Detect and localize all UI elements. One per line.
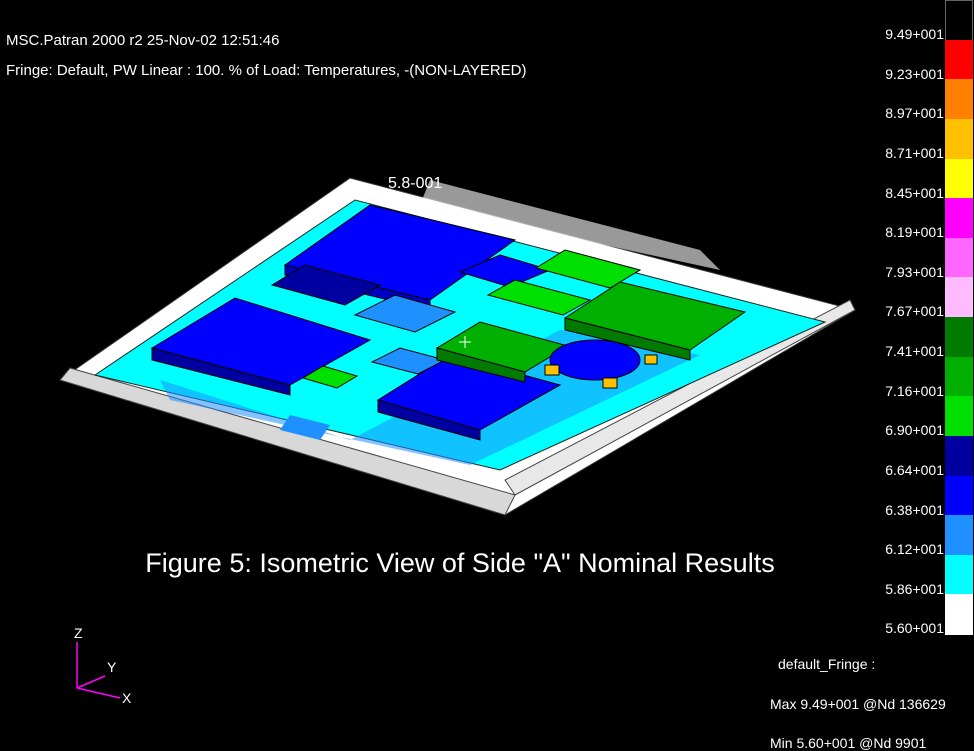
legend-swatch [945, 594, 973, 635]
component-dark-top [270, 264, 382, 306]
legend-swatch [945, 554, 973, 596]
legend-swatch [945, 515, 973, 556]
legend-swatch [945, 118, 973, 160]
component-green-right [563, 281, 747, 361]
component-green-center [435, 321, 570, 383]
component-large-left [150, 297, 372, 396]
legend-swatch [945, 277, 973, 318]
component-hotspot [544, 339, 658, 389]
fringe-description: Fringe: Default, PW Linear : 100. % of L… [6, 62, 527, 79]
axis-triad: Z Y X [74, 625, 132, 706]
legend-swatch [945, 79, 973, 120]
fringe-max: Max 9.49+001 @Nd 136629 [770, 696, 946, 712]
legend-swatch [945, 317, 973, 358]
component-mid-blocks [353, 254, 552, 375]
legend-swatch [945, 237, 973, 279]
y-axis-label: Y [107, 659, 117, 675]
z-axis-label: Z [74, 625, 83, 641]
legend-swatch [945, 158, 973, 200]
legend-swatch [945, 39, 973, 81]
model-label: 5.8-001 [388, 175, 442, 192]
legend-swatch [945, 198, 973, 239]
legend-swatch [945, 475, 973, 517]
legend-swatch [945, 435, 973, 477]
fringe-min: Min 5.60+001 @Nd 9901 [770, 735, 927, 751]
title-line: MSC.Patran 2000 r2 25-Nov-02 12:51:46 [6, 32, 280, 49]
figure-caption: Figure 5: Isometric View of Side "A" Nom… [145, 548, 775, 578]
legend-swatch [945, 0, 973, 41]
x-axis-label: X [122, 690, 132, 706]
fringe-name: default_Fringe : [778, 656, 876, 672]
fringe-legend [945, 0, 973, 635]
legend-swatch [945, 396, 973, 437]
component-green-small [301, 249, 642, 389]
legend-swatch [945, 356, 973, 398]
